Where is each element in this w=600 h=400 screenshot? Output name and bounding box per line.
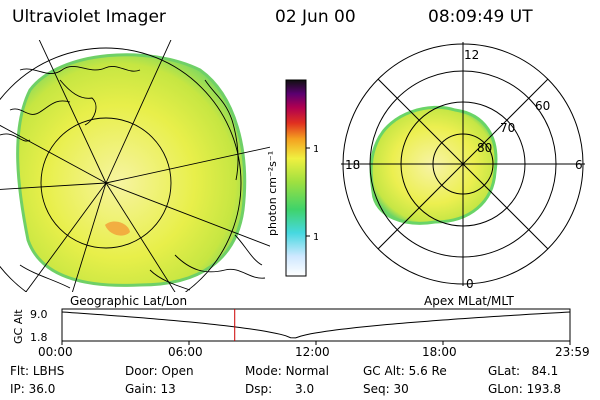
door-field: Door: Open	[125, 364, 194, 378]
dsp-field: Dsp: 3.0	[245, 382, 315, 396]
time-tick-1800: 18:00	[422, 345, 457, 359]
apex-polar-plot: 12 18 6 0 60 70 80	[341, 42, 585, 291]
gc-alt-field: GC Alt: 5.6 Re	[363, 364, 447, 378]
mlat-label-80: 80	[477, 141, 492, 155]
mode-field: Mode: Normal	[245, 364, 329, 378]
apex-panel-label: Apex MLat/MLT	[424, 294, 514, 308]
seq-field: Seq: 30	[363, 382, 409, 396]
aurora-oval	[16, 53, 247, 287]
mlt-label-18: 18	[345, 158, 360, 172]
mlat-label-70: 70	[500, 121, 515, 135]
gain-field: Gain: 13	[125, 382, 176, 396]
ip-field: IP: 36.0	[10, 382, 56, 396]
mlt-label-6: 6	[575, 158, 583, 172]
gc-alt-axis-label: GC Alt	[12, 309, 25, 344]
gc-alt-tick-1-8: 1.8	[30, 331, 48, 344]
instrument-title: Ultraviolet Imager	[12, 7, 166, 27]
gc-alt-tick-9: 9.0	[30, 308, 48, 321]
glat-field: GLat: 84.1	[488, 364, 559, 378]
time-tick-2359: 23:59	[555, 345, 590, 359]
glon-field: GLon: 193.8	[488, 382, 561, 396]
mlat-label-60: 60	[535, 99, 550, 113]
colorbar: 100 10 photon cm⁻²s⁻¹	[266, 79, 318, 277]
time-tick-1200: 12:00	[295, 345, 330, 359]
observation-time: 08:09:49 UT	[428, 7, 533, 27]
colorbar-tick-100: 100	[313, 144, 318, 155]
altitude-plot: GC Alt 9.0 1.8 00:00 06:00 12:00 18:00 2…	[12, 308, 590, 359]
colorbar-label: photon cm⁻²s⁻¹	[266, 151, 279, 236]
flt-field: Flt: LBHS	[10, 364, 65, 378]
observation-date: 02 Jun 00	[275, 7, 356, 27]
mlt-label-0: 0	[466, 277, 474, 291]
time-tick-0000: 00:00	[38, 345, 73, 359]
colorbar-tick-10: 10	[313, 232, 318, 243]
mlt-label-12: 12	[464, 48, 479, 62]
time-tick-0600: 06:00	[168, 345, 203, 359]
geographic-panel-label: Geographic Lat/Lon	[70, 294, 188, 308]
altitude-plot-frame	[61, 308, 571, 342]
altitude-curve	[61, 311, 571, 339]
geographic-image	[0, 40, 270, 292]
